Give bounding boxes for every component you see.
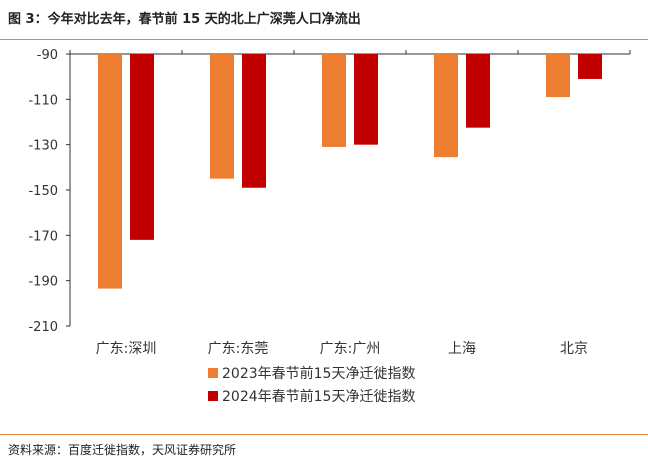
bar-2024-2 (354, 54, 378, 145)
source-note: 资料来源：百度迁徙指数，天风证券研究所 (8, 443, 237, 457)
y-tick-label: -90 (37, 48, 58, 63)
category-label: 上海 (448, 341, 476, 357)
bar-2023-4 (546, 54, 570, 98)
legend-label: 2024年春节前15天净迁徙指数 (222, 388, 415, 405)
chart-title: 图 3：今年对比去年，春节前 15 天的北上广深莞人口净流出 (8, 12, 361, 27)
y-tick-label: -210 (28, 320, 58, 335)
category-label: 广东:广州 (320, 341, 381, 357)
y-tick-label: -110 (28, 93, 58, 108)
category-label: 广东:深圳 (96, 341, 157, 357)
bar-2024-4 (578, 54, 602, 79)
y-tick-label: -130 (28, 139, 58, 154)
bar-2024-3 (466, 54, 490, 128)
y-tick-label: -150 (28, 184, 58, 199)
category-label: 北京 (560, 341, 588, 357)
top-divider (0, 39, 648, 40)
bar-2024-0 (130, 54, 154, 240)
bar-2023-0 (98, 54, 122, 289)
legend-label: 2023年春节前15天净迁徙指数 (222, 365, 415, 382)
bar-2024-1 (242, 54, 266, 188)
y-tick-label: -170 (28, 229, 58, 244)
bar-2023-2 (322, 54, 346, 147)
legend-swatch (208, 391, 218, 401)
bar-2023-1 (210, 54, 234, 179)
bottom-divider (0, 434, 648, 435)
bar-chart: -90 -110 -130 -150 -170 -190 -210 广东:深圳 广东:东莞 广东:… (28, 48, 631, 405)
legend-swatch (208, 368, 218, 378)
category-label: 广东:东莞 (208, 341, 269, 357)
bar-2023-3 (434, 54, 458, 158)
y-tick-label: -190 (28, 275, 58, 290)
